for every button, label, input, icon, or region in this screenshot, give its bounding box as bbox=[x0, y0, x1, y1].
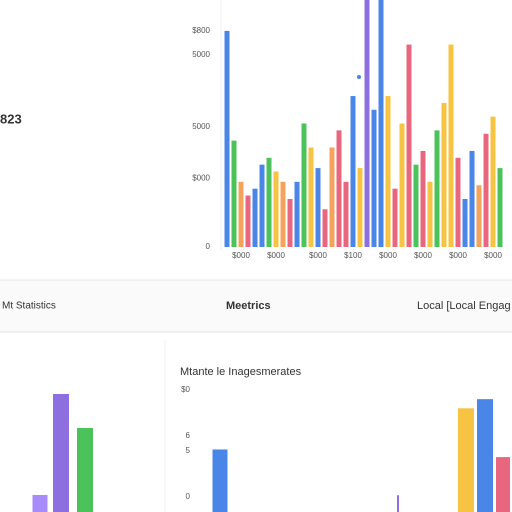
bar bbox=[280, 181, 286, 247]
bar bbox=[224, 30, 230, 247]
bar bbox=[371, 109, 377, 248]
x-tick-label: $000 bbox=[267, 251, 285, 260]
x-tick-label: $000 bbox=[309, 251, 327, 260]
bar bbox=[259, 164, 265, 247]
y-tick-label: 0 bbox=[206, 242, 211, 251]
bar bbox=[245, 195, 251, 247]
bar bbox=[420, 150, 426, 247]
x-tick-label: $000 bbox=[484, 251, 502, 260]
bar bbox=[455, 157, 461, 247]
bar bbox=[301, 123, 307, 247]
bar bbox=[490, 116, 496, 247]
y-tick-label: 5 bbox=[186, 446, 191, 455]
bar bbox=[294, 181, 300, 247]
bar bbox=[212, 449, 228, 512]
dot bbox=[357, 75, 361, 79]
bar bbox=[385, 96, 391, 247]
y-tick-label: $000 bbox=[192, 173, 210, 182]
bar bbox=[434, 130, 440, 247]
bar bbox=[53, 394, 69, 512]
bar bbox=[364, 0, 370, 247]
bar bbox=[287, 198, 293, 247]
bar bbox=[357, 168, 363, 247]
tab[interactable]: Mt Statistics bbox=[2, 301, 56, 312]
bar bbox=[238, 181, 244, 247]
bar bbox=[77, 428, 93, 512]
bar bbox=[322, 209, 328, 247]
bar bbox=[315, 168, 321, 247]
y-tick-label: 6 bbox=[186, 431, 191, 440]
bar bbox=[483, 133, 489, 247]
bar bbox=[477, 399, 493, 512]
y-tick-label: $800 bbox=[192, 26, 210, 35]
chart-title: Mtante le Inagesmerates bbox=[180, 366, 302, 378]
y-tick-label: $0 bbox=[181, 385, 190, 394]
bar bbox=[32, 495, 48, 512]
tab[interactable]: Local [Local Engag bbox=[417, 300, 511, 312]
bar bbox=[397, 495, 399, 512]
bar bbox=[427, 181, 433, 247]
bar bbox=[476, 185, 482, 247]
bar bbox=[329, 147, 335, 247]
bar bbox=[399, 123, 405, 247]
bar bbox=[462, 198, 468, 247]
metric-value: 823 bbox=[0, 111, 22, 126]
x-tick-label: $000 bbox=[414, 251, 432, 260]
x-tick-label: $100 bbox=[344, 251, 362, 260]
bar bbox=[336, 130, 342, 247]
y-tick-label: 5000 bbox=[192, 50, 210, 59]
tab-strip bbox=[0, 280, 512, 332]
y-tick-label: 5000 bbox=[192, 122, 210, 131]
bar bbox=[252, 188, 258, 247]
bar bbox=[273, 171, 279, 247]
bar bbox=[497, 168, 503, 247]
bar bbox=[308, 147, 314, 247]
bar bbox=[496, 457, 510, 512]
x-tick-label: $000 bbox=[232, 251, 250, 260]
bar bbox=[448, 44, 454, 247]
bar bbox=[413, 164, 419, 247]
y-tick-label: 0 bbox=[186, 492, 191, 501]
x-tick-label: $000 bbox=[449, 251, 467, 260]
bar bbox=[343, 181, 349, 247]
bar bbox=[458, 408, 474, 512]
bar bbox=[406, 44, 412, 247]
bar bbox=[266, 157, 272, 247]
bar bbox=[469, 150, 475, 247]
bar bbox=[231, 140, 237, 247]
bar bbox=[441, 102, 447, 248]
bar bbox=[378, 0, 384, 247]
bar bbox=[392, 188, 398, 247]
x-tick-label: $000 bbox=[379, 251, 397, 260]
tab[interactable]: Meetrics bbox=[226, 300, 271, 312]
bar bbox=[350, 96, 356, 247]
